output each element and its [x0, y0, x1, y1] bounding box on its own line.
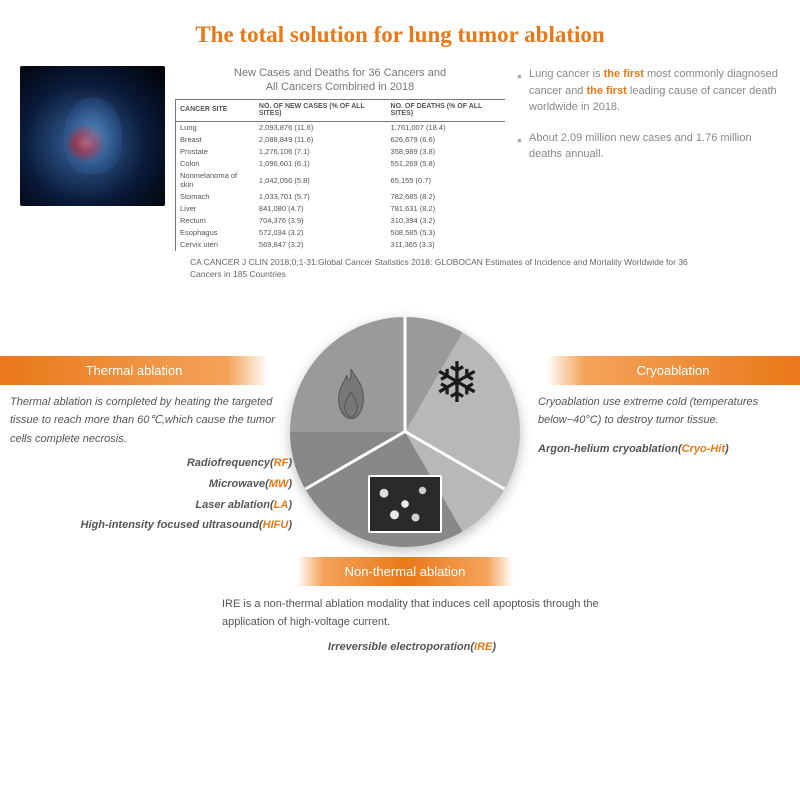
thermal-tag: Thermal ablation — [0, 356, 268, 385]
cryo-tag: Cryoablation — [546, 356, 800, 385]
thermal-tech-item: Radiofrequency(RF) — [10, 453, 292, 474]
table-caption-line1: New Cases and Deaths for 36 Cancers and — [234, 67, 446, 79]
citation-text: CA CANCER J CLIN 2018;0;1-31:Global Canc… — [0, 251, 720, 281]
table-row: Liver841,080 (4.7)781,631 (8.2) — [176, 203, 506, 215]
table-row: Lung2,093,876 (11.6)1,761,007 (18.4) — [176, 121, 506, 134]
nonthermal-description: IRE is a non-thermal ablation modality t… — [222, 595, 602, 657]
cells-icon — [368, 475, 442, 533]
table-caption-line2: All Cancers Combined in 2018 — [266, 81, 415, 93]
table-row: Prostate1,276,106 (7.1)358,989 (3.8) — [176, 146, 506, 158]
ablation-diagram: ❄ Thermal ablation Cryoablation Non-ther… — [0, 289, 800, 719]
lung-tumor-image — [20, 66, 165, 206]
table-row: Esophagus572,034 (3.2)508,585 (5.3) — [176, 227, 506, 239]
table-header: NO. OF NEW CASES (% OF ALL SITES) — [255, 99, 387, 121]
table-row: Stomach1,033,701 (5.7)782,685 (8.2) — [176, 191, 506, 203]
table-row: Cervix uteri569,847 (3.2)311,365 (3.3) — [176, 239, 506, 251]
table-row: Colon1,096,601 (6.1)551,269 (5.8) — [176, 158, 506, 170]
table-row: Breast2,088,849 (11.6)626,679 (6.6) — [176, 134, 506, 146]
table-caption: New Cases and Deaths for 36 Cancers and … — [175, 66, 505, 95]
nonthermal-tech: Irreversible electroporation(IRE) — [222, 638, 602, 657]
page-title: The total solution for lung tumor ablati… — [0, 0, 800, 48]
cryo-tech: Argon-helium cryoablation(Cryo-Hit) — [538, 440, 792, 459]
flame-icon — [330, 367, 372, 425]
cryo-description: Cryoablation use extreme cold (temperatu… — [538, 393, 792, 459]
thermal-tech-item: Laser ablation(LA) — [10, 495, 292, 516]
cancer-stats-table-wrap: New Cases and Deaths for 36 Cancers and … — [175, 66, 505, 251]
fact-2: About 2.09 million new cases and 1.76 mi… — [515, 130, 780, 163]
table-row: Rectum704,376 (3.9)310,394 (3.2) — [176, 215, 506, 227]
thermal-tech-item: High-intensity focused ultrasound(HIFU) — [10, 515, 292, 536]
table-header: NO. OF DEATHS (% OF ALL SITES) — [387, 99, 505, 121]
cancer-stats-table: CANCER SITENO. OF NEW CASES (% OF ALL SI… — [175, 99, 505, 251]
fact-1: Lung cancer is the first most commonly d… — [515, 66, 780, 116]
table-row: Nonmelanoma of skin1,042,056 (5.8)65,155… — [176, 170, 506, 191]
thermal-description: Thermal ablation is completed by heating… — [10, 393, 292, 537]
snowflake-icon: ❄ — [426, 355, 488, 417]
pie-chart: ❄ — [290, 317, 520, 547]
emphasis-first-1: the first — [604, 68, 644, 80]
emphasis-first-2: the first — [586, 85, 626, 97]
key-facts-list: Lung cancer is the first most commonly d… — [515, 66, 780, 251]
top-section: New Cases and Deaths for 36 Cancers and … — [0, 66, 800, 251]
thermal-tech-item: Microwave(MW) — [10, 474, 292, 495]
nonthermal-tag: Non-thermal ablation — [297, 557, 513, 586]
table-header: CANCER SITE — [176, 99, 255, 121]
